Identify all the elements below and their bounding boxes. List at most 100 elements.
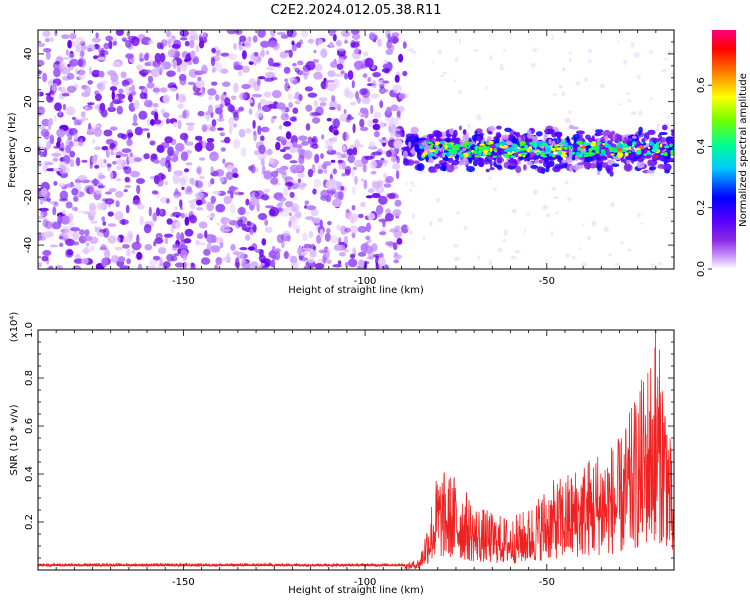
- heatmap-cell: [394, 131, 403, 138]
- heatmap-cell: [554, 145, 557, 149]
- heatmap-cell: [636, 150, 642, 155]
- heatmap-cell: [288, 212, 293, 217]
- heatmap-cell: [393, 139, 403, 149]
- heatmap-cell: [101, 216, 106, 222]
- heatmap-cell: [172, 174, 181, 185]
- heatmap-cell: [325, 179, 335, 190]
- heatmap-cell: [88, 66, 92, 75]
- heatmap-cell: [38, 207, 49, 212]
- heatmap-cell: [314, 153, 320, 164]
- heatmap-cell: [229, 203, 236, 214]
- heatmap-cell: [409, 229, 414, 235]
- heatmap-cell: [184, 228, 194, 237]
- heatmap-cell: [195, 192, 205, 199]
- heatmap-cell: [410, 47, 413, 52]
- heatmap-cell: [519, 140, 526, 145]
- heatmap-cell: [332, 33, 337, 42]
- heatmap-cell: [320, 153, 324, 159]
- heatmap-cell: [383, 183, 392, 188]
- heatmap-cell: [289, 255, 298, 264]
- heatmap-cell: [335, 152, 342, 156]
- heatmap-cell: [426, 133, 435, 139]
- heatmap-cell: [138, 85, 145, 90]
- heatmap-cell: [172, 243, 180, 249]
- heatmap-cell: [185, 162, 193, 166]
- heatmap-cell: [659, 143, 663, 148]
- heatmap-cell: [309, 250, 317, 258]
- heatmap-cell: [363, 179, 368, 190]
- heatmap-cell: [136, 178, 145, 184]
- heatmap-cell: [162, 261, 171, 269]
- heatmap-cell: [252, 119, 256, 129]
- heatmap-cell: [247, 246, 255, 251]
- heatmap-cell: [313, 71, 323, 80]
- heatmap-cell: [111, 90, 116, 101]
- heatmap-cell: [509, 163, 517, 167]
- heatmap-cell: [588, 148, 593, 152]
- heatmap-cell: [40, 128, 50, 137]
- heatmap-cell: [268, 209, 276, 217]
- heatmap-cell: [502, 239, 507, 242]
- heatmap-cell: [300, 30, 309, 38]
- heatmap-cell: [280, 34, 289, 39]
- heatmap-cell: [250, 164, 256, 174]
- heatmap-cell: [319, 102, 327, 107]
- heatmap-cell: [307, 38, 315, 44]
- heatmap-cell: [340, 186, 345, 191]
- heatmap-cell: [565, 253, 570, 259]
- heatmap-cell: [166, 70, 176, 77]
- heatmap-cell: [664, 169, 670, 174]
- heatmap-cell: [239, 35, 247, 43]
- heatmap-cell: [280, 113, 290, 121]
- heatmap-cell: [504, 149, 510, 153]
- heatmap-cell: [269, 30, 276, 37]
- heatmap-cell: [206, 243, 212, 251]
- heatmap-cell: [144, 244, 153, 251]
- heatmap-cell: [564, 180, 569, 185]
- heatmap-cell: [594, 145, 597, 150]
- heatmap-cell: [233, 42, 237, 51]
- heatmap-cell: [389, 133, 397, 137]
- heatmap-cell: [310, 243, 316, 250]
- heatmap-cell: [437, 217, 443, 223]
- heatmap-cell: [291, 203, 300, 213]
- heatmap-cell: [354, 139, 361, 150]
- heatmap-cell: [451, 149, 458, 155]
- heatmap-cell: [146, 82, 155, 89]
- heatmap-cell: [53, 201, 59, 207]
- heatmap-cell: [100, 244, 107, 250]
- heatmap-cell: [368, 251, 375, 260]
- heatmap-cell: [184, 40, 190, 47]
- heatmap-cell: [307, 92, 318, 98]
- heatmap-cell: [394, 194, 399, 199]
- heatmap-cell: [367, 188, 375, 194]
- heatmap-cell: [636, 160, 645, 168]
- heatmap-cell: [394, 251, 398, 257]
- heatmap-cell: [53, 67, 61, 78]
- heatmap-cell: [419, 137, 427, 141]
- heatmap-cell: [351, 30, 360, 35]
- heatmap-cell: [475, 135, 484, 142]
- heatmap-cell: [669, 143, 673, 147]
- heatmap-cell: [312, 117, 321, 124]
- heatmap-cell: [661, 124, 668, 131]
- heatmap-cell: [398, 93, 407, 99]
- heatmap-cell: [504, 127, 512, 132]
- heatmap-cell: [468, 158, 473, 164]
- heatmap-cell: [99, 229, 106, 233]
- heatmap-cell: [528, 146, 532, 149]
- x-tick-label: -100: [354, 577, 377, 588]
- heatmap-cell: [568, 51, 572, 55]
- heatmap-cell: [211, 81, 218, 86]
- heatmap-cell: [152, 102, 159, 108]
- heatmap-cell: [156, 66, 162, 72]
- heatmap-cell: [486, 146, 491, 151]
- heatmap-cell: [136, 65, 144, 71]
- heatmap-cell: [563, 146, 568, 150]
- heatmap-cell: [409, 188, 413, 192]
- heatmap-cell: [121, 79, 130, 87]
- heatmap-cell: [87, 102, 95, 106]
- heatmap-cell: [200, 31, 207, 38]
- heatmap-cell: [422, 236, 426, 240]
- heatmap-cell: [257, 76, 266, 80]
